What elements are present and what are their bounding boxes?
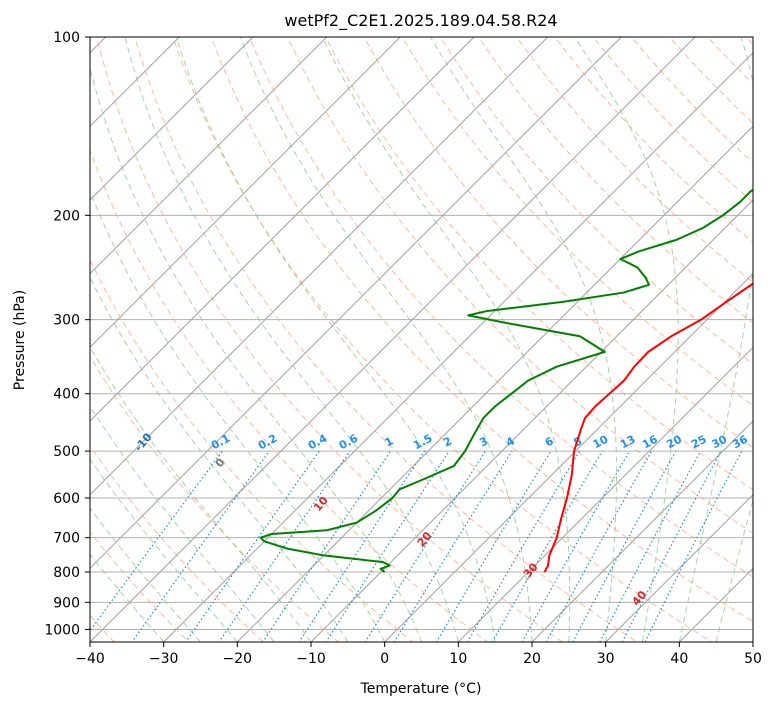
x-axis-title: Temperature (°C) [360,681,482,697]
mixing-ratio-line [572,450,677,642]
dry-adiabat-line [554,37,753,243]
moist-adiabat-line [574,37,679,642]
x-tick-label: 10 [449,651,467,667]
y-tick-label: 200 [53,208,80,224]
isotherm-line [90,37,475,422]
moist-adiabat-line [90,458,238,642]
mixing-ratio-line [262,450,392,642]
dry-adiabat-line [439,37,753,365]
mixing-ratio-label: 10 [591,432,611,451]
isotherm-line [90,37,401,349]
y-tick-label: 800 [53,565,80,581]
mixing-ratio-label: 16 [640,433,660,452]
moist-adiabat-line [430,37,618,642]
dry-adiabat-line [172,37,713,642]
isotherm-line [90,37,254,201]
x-tick-label: 20 [523,651,541,667]
dry-adiabat-line [96,37,564,642]
plot-area: 0.10.20.40.611.52346810131620253036-100-… [90,37,753,642]
x-tick-label: −20 [223,651,253,667]
plot-frame [89,36,754,643]
mixing-ratio-line [435,450,552,642]
dry-adiabat-line [248,37,753,578]
x-tick-label: −10 [296,651,326,667]
x-tick-label: −40 [75,651,105,667]
dry-adiabat-line [516,37,753,284]
mixing-ratio-line [185,450,320,642]
profile-series [259,188,753,573]
mixing-ratio-line [325,450,450,642]
y-tick-label: 100 [53,30,80,46]
dry-adiabat-line [90,148,489,642]
mixing-ratio-line [466,450,580,642]
y-tick-label: 300 [53,313,80,329]
x-tick-label: 50 [744,651,762,667]
y-tick-label: 400 [53,387,80,403]
dry-adiabat-line [90,258,414,642]
moist-adiabat-line [239,37,533,642]
x-tick-label: −30 [149,651,179,667]
y-tick-label: 1000 [44,622,80,638]
mixing-ratio-label: 25 [689,433,709,452]
moist-adiabat-line [715,498,753,642]
mixing-ratio-line [218,450,351,642]
y-tick-label: 700 [53,531,80,547]
mixing-ratio-label: 20 [664,432,684,451]
mixing-ratio-lines [90,450,743,642]
dry-adiabat-line [401,37,753,406]
mixing-ratio-line [393,450,513,642]
isotherm-line [605,493,753,642]
moist-adiabat-line [90,66,422,642]
moist-adiabat-line [322,37,571,642]
mixing-ratio-line [599,450,702,642]
moist-adiabat-line [90,507,201,642]
mixing-ratio-line [491,450,603,642]
x-tick-label: 0 [380,651,389,667]
isotherm-line [90,37,622,570]
isotherm-line [531,420,753,642]
isotherm-line [90,37,328,275]
moist-adiabat-line [175,37,496,642]
moist-adiabat-line [124,37,459,642]
moist-adiabat-line [678,37,753,642]
moist-adiabat-line [90,189,386,642]
mixing-ratio-line [90,450,223,632]
y-tick-label: 900 [53,595,80,611]
dry-adiabat-line [210,37,753,623]
x-axis-ticks: −40 −30 −20 −10 0 10 20 30 40 50 [75,642,762,667]
x-tick-label: 40 [670,651,688,667]
moist-adiabat-line [90,276,349,642]
isotherm-line [457,346,753,642]
y-tick-label: 600 [53,491,80,507]
mixing-ratio-label: 30 [710,433,730,452]
temperature-line [543,282,753,573]
isotherm-line [310,199,753,642]
isotherm-line [236,125,753,642]
moist-adiabat-line [90,553,165,642]
mixing-ratio-label: 36 [730,433,750,452]
dry-adiabat-line [90,531,190,642]
isotherm-line [90,37,549,496]
mixing-ratio-label: 13 [618,433,638,452]
y-tick-label: 500 [53,444,80,460]
x-tick-label: 30 [597,651,615,667]
moist-adiabat-line [90,345,312,642]
y-axis-ticks: 100 200 300 400 500 600 700 800 900 1000 [44,30,90,638]
chart-title: wetPf2_C2E1.2025.189.04.58.R24 [284,11,557,31]
dry-adiabat-line [287,37,753,534]
isotherm-line [384,272,753,642]
moist-adiabat-line [90,405,275,642]
mixing-ratio-line [298,450,425,642]
dry-adiabat-line [363,37,753,448]
y-axis-title: Pressure (hPa) [12,290,28,390]
moist-adiabats [90,37,753,642]
dry-adiabats [90,37,753,642]
mixing-ratio-line [364,450,486,642]
dewpoint-line [259,188,753,573]
